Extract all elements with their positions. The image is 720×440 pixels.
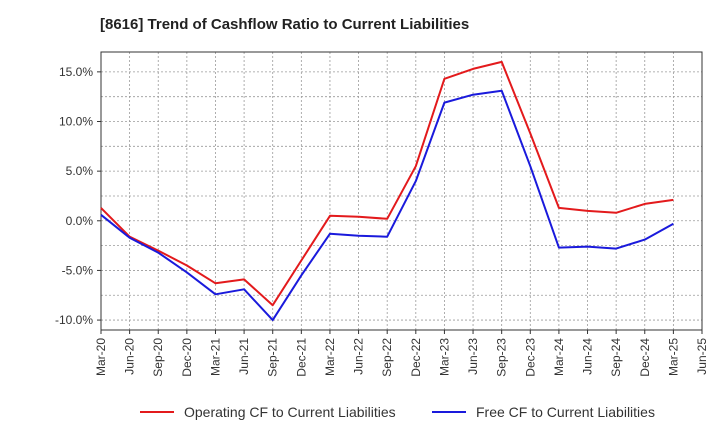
y-tick-label: 15.0%: [59, 65, 93, 79]
x-tick-label: Dec-22: [409, 338, 423, 377]
x-tick-label: Jun-22: [352, 338, 366, 375]
x-tick-label: Mar-21: [208, 338, 222, 376]
y-tick-label: 0.0%: [66, 214, 94, 228]
plot-border: [100, 51, 703, 331]
x-tick-label: Dec-24: [638, 338, 652, 377]
legend-swatch-operating: [140, 411, 174, 413]
x-tick-label: Sep-24: [609, 338, 623, 377]
x-tick-label: Mar-24: [552, 338, 566, 376]
x-tick-label: Jun-21: [237, 338, 251, 375]
x-tick-label: Sep-22: [380, 338, 394, 377]
x-tick-label: Dec-23: [523, 338, 537, 377]
x-tick-label: Sep-23: [495, 338, 509, 377]
y-tick-label: -10.0%: [55, 313, 93, 327]
legend-swatch-free: [432, 411, 466, 413]
x-tick-label: Jun-23: [466, 338, 480, 375]
x-tick-label: Sep-20: [151, 338, 165, 377]
x-tick-label: Jun-24: [581, 338, 595, 375]
series-line-operating-cf: [100, 60, 674, 307]
x-tick-label: Mar-22: [323, 338, 337, 376]
x-tick-label: Mar-20: [94, 338, 108, 376]
x-tick-label: Mar-25: [666, 338, 680, 376]
x-tick-label: Dec-20: [180, 338, 194, 377]
x-tick-label: Sep-21: [266, 338, 280, 377]
x-tick-label: Jun-20: [123, 338, 137, 375]
y-tick-label: 5.0%: [66, 164, 94, 178]
legend-item-free: Free CF to Current Liabilities: [432, 404, 655, 420]
x-tick-label: Jun-25: [695, 338, 709, 375]
y-tick-label: -5.0%: [62, 263, 94, 277]
legend-label-operating: Operating CF to Current Liabilities: [184, 404, 396, 420]
y-tick-label: 10.0%: [59, 115, 93, 129]
chart-title: [8616] Trend of Cashflow Ratio to Curren…: [100, 16, 470, 33]
x-tick-label: Dec-21: [294, 338, 308, 377]
x-tick-label: Mar-23: [437, 338, 451, 376]
legend-item-operating: Operating CF to Current Liabilities: [140, 404, 396, 420]
series-line-free-cf: [100, 89, 674, 322]
legend-label-free: Free CF to Current Liabilities: [476, 404, 655, 420]
